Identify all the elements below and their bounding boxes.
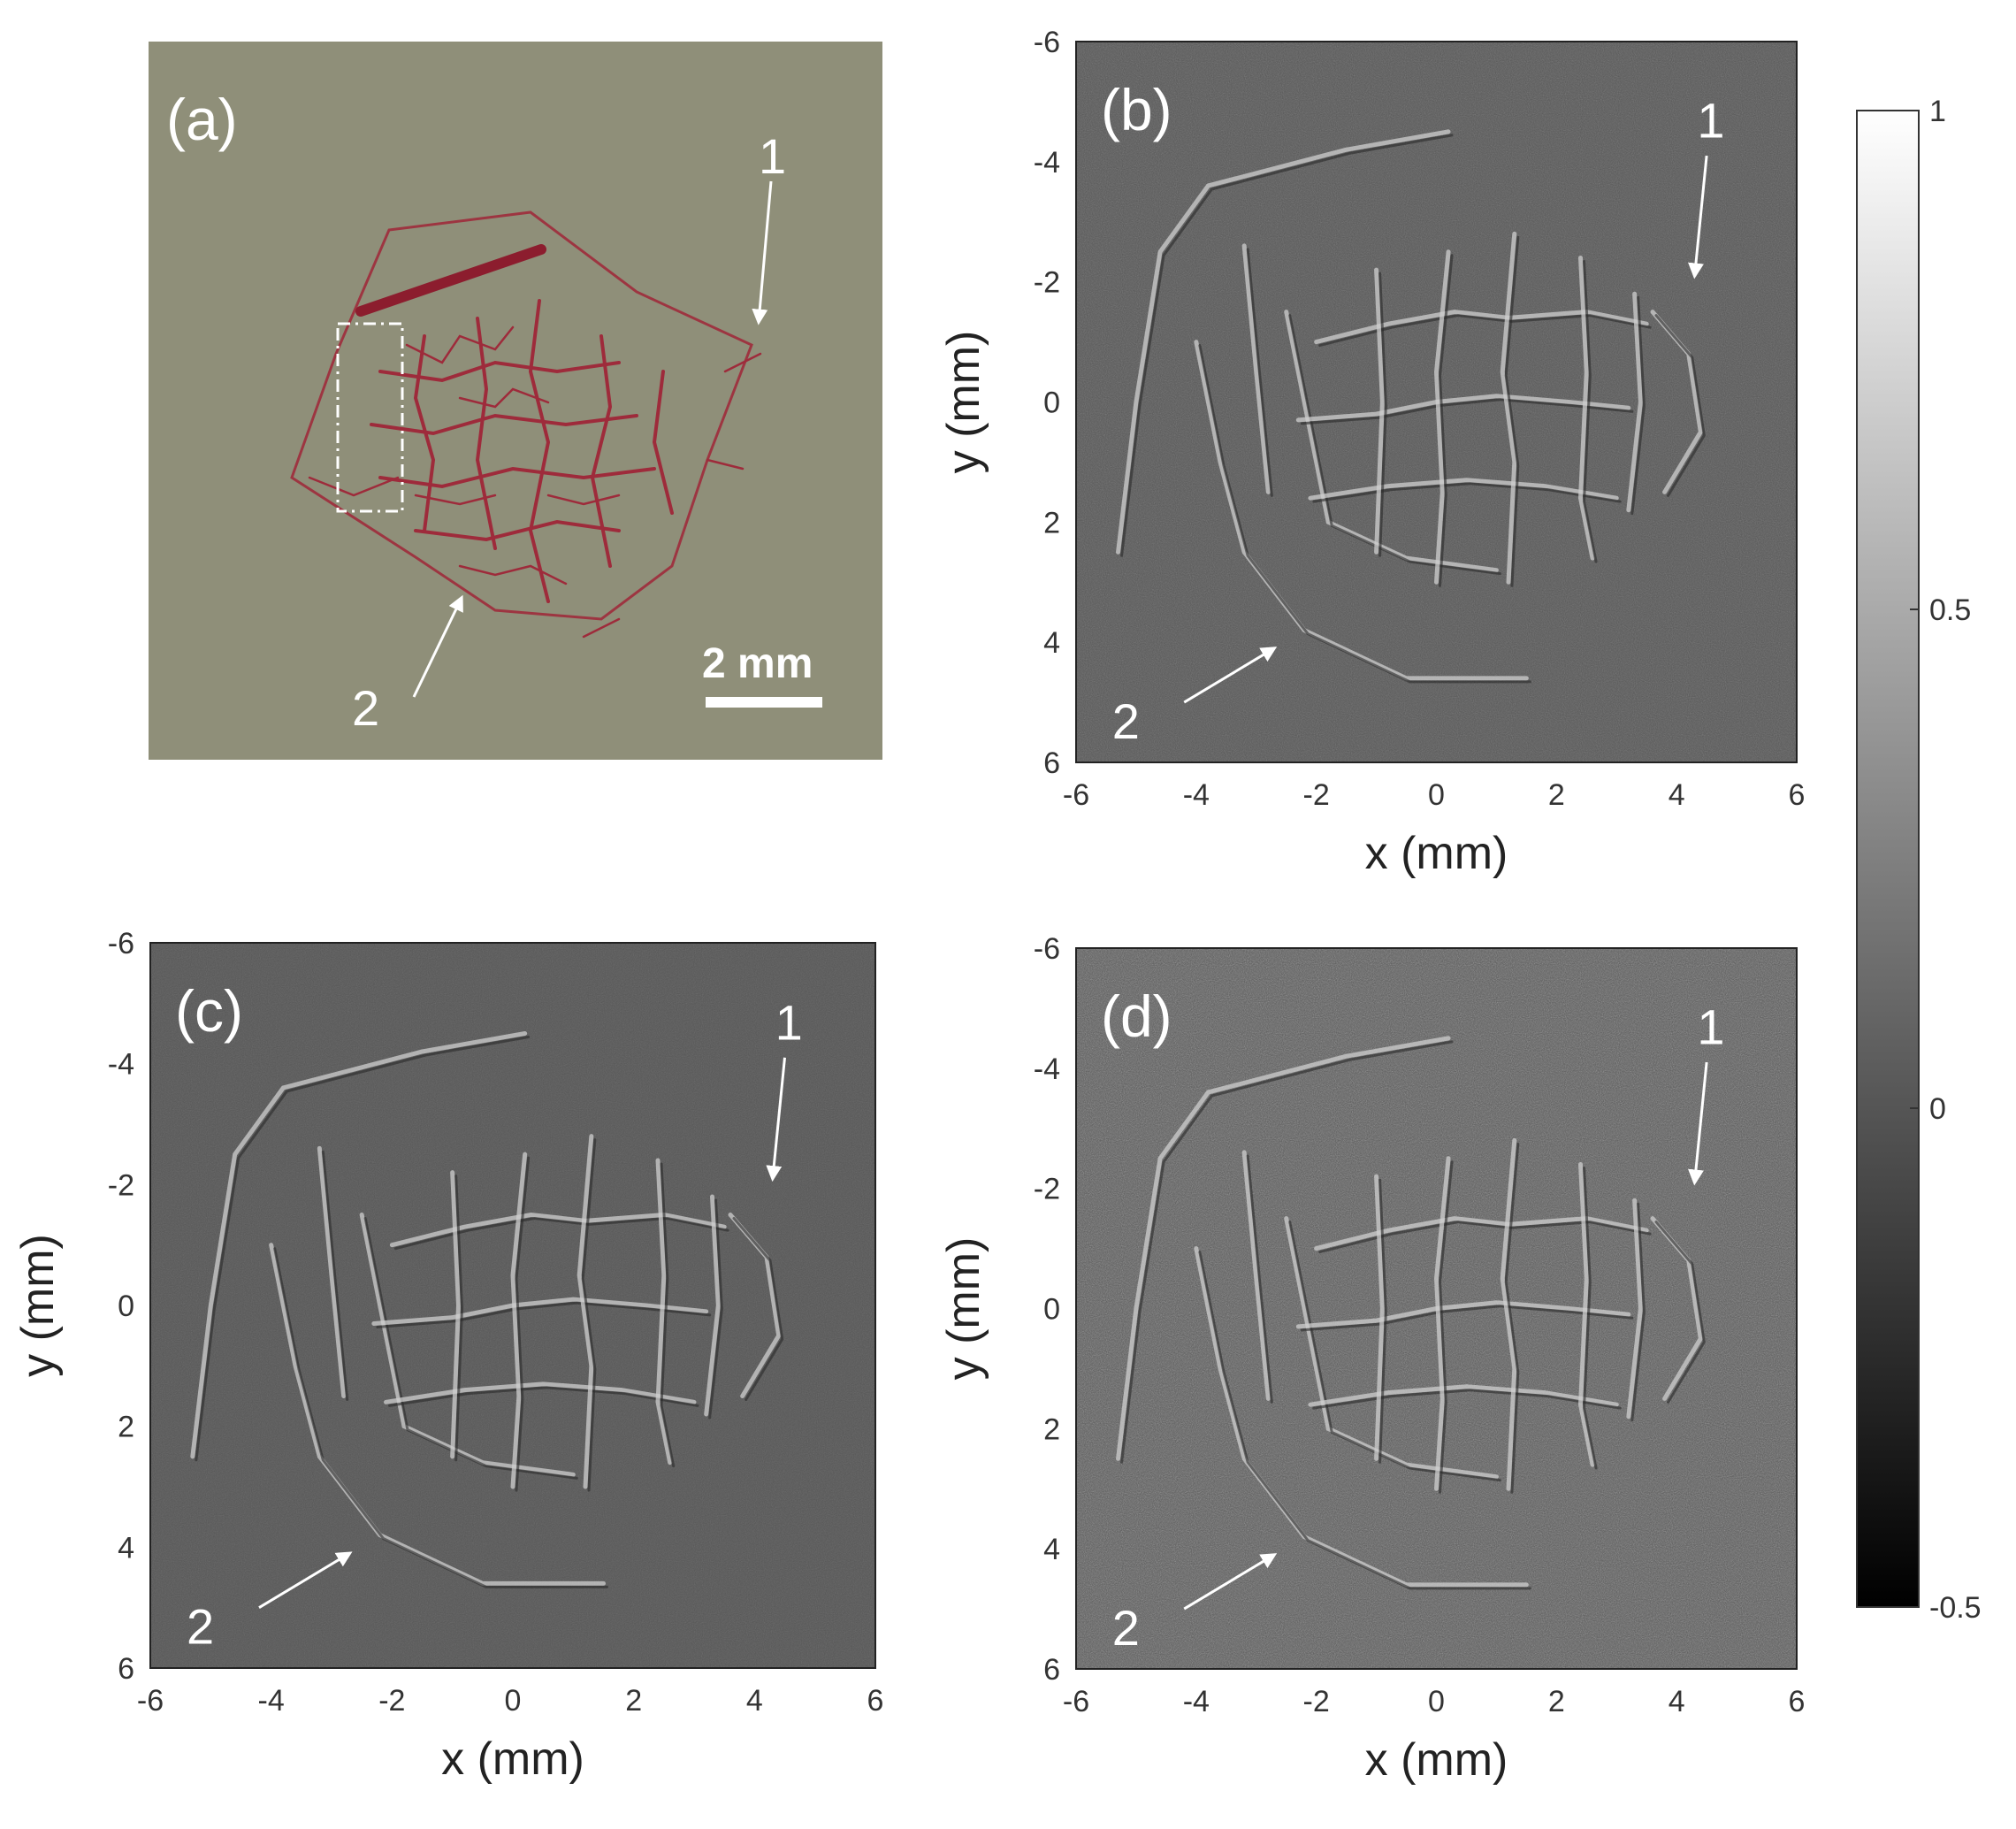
y-tick-label: -2 xyxy=(1034,266,1060,300)
x-tick-label: -4 xyxy=(1183,1685,1210,1718)
y-tick-label: 0 xyxy=(1043,1293,1060,1327)
x-tick-label: 6 xyxy=(1789,778,1806,812)
y-tick-label: -4 xyxy=(1034,1052,1060,1086)
panel-b-y-ticks: -6 -4 -2 0 2 4 6 xyxy=(1034,26,1060,780)
y-tick-label: 2 xyxy=(118,1411,134,1444)
x-tick-label: 2 xyxy=(625,1684,642,1718)
panel-c-arrow-1: 1 xyxy=(766,994,803,1182)
panel-a-arrow-2-label: 2 xyxy=(352,680,379,736)
colorbar-tick-label: 1 xyxy=(1929,95,1946,128)
panel-c-arrow-1-label: 1 xyxy=(775,994,803,1050)
x-tick-label: 6 xyxy=(867,1684,884,1718)
panel-c-network xyxy=(190,1031,784,1588)
panel-d-y-ticks: -6 -4 -2 0 2 4 6 xyxy=(1034,932,1060,1687)
colorbar: 1 0.5 0 -0.5 xyxy=(1856,95,1982,1625)
panel-d-x-ticks: -6 -4 -2 0 2 4 6 xyxy=(1063,1685,1806,1718)
y-tick-label: -2 xyxy=(108,1168,134,1202)
panel-a-arrow-1: 1 xyxy=(752,128,786,325)
x-tick-label: 0 xyxy=(1428,778,1445,812)
x-tick-label: -4 xyxy=(258,1684,285,1718)
x-tick-label: -6 xyxy=(1063,778,1089,812)
colorbar-tick-label: 0 xyxy=(1929,1092,1946,1126)
y-tick-label: 0 xyxy=(118,1289,134,1323)
panel-b-x-axis-label: x (mm) xyxy=(1365,828,1508,879)
panel-c-y-ticks: -6 -4 -2 0 2 4 6 xyxy=(108,927,134,1686)
panel-d-arrow-1-label: 1 xyxy=(1697,999,1724,1055)
panel-c-x-ticks: -6 -4 -2 0 2 4 6 xyxy=(137,1684,884,1718)
panel-c-y-axis-label: y (mm) xyxy=(12,1234,64,1377)
y-tick-label: 2 xyxy=(1043,1412,1060,1446)
panel-d-y-axis-label: y (mm) xyxy=(938,1237,989,1381)
panel-b-arrow-1-label: 1 xyxy=(1697,93,1724,149)
x-tick-label: -2 xyxy=(1303,778,1330,812)
y-tick-label: 2 xyxy=(1043,506,1060,540)
x-tick-label: -6 xyxy=(1063,1685,1089,1718)
panel-b-arrow-2-label: 2 xyxy=(1112,693,1140,749)
y-tick-label: 6 xyxy=(1043,746,1060,780)
y-tick-label: -6 xyxy=(1034,26,1060,59)
y-tick-label: 0 xyxy=(1043,386,1060,420)
panel-b-x-ticks: -6 -4 -2 0 2 4 6 xyxy=(1063,778,1806,812)
y-tick-label: -4 xyxy=(1034,146,1060,180)
leaf-skeleton xyxy=(290,210,762,639)
colorbar-tick-label: -0.5 xyxy=(1929,1591,1982,1625)
panel-a-label: (a) xyxy=(166,87,238,152)
panel-d-arrow-2: 2 xyxy=(1112,1553,1278,1656)
y-tick-label: 6 xyxy=(118,1652,134,1686)
x-tick-label: -2 xyxy=(1303,1685,1330,1718)
x-tick-label: -2 xyxy=(378,1684,405,1718)
y-tick-label: 6 xyxy=(1043,1653,1060,1687)
x-tick-label: 6 xyxy=(1789,1685,1806,1718)
panel-b-frame xyxy=(1075,41,1798,763)
y-tick-label: 4 xyxy=(1043,1533,1060,1566)
x-tick-label: 4 xyxy=(746,1684,763,1718)
y-tick-label: 4 xyxy=(118,1531,134,1565)
panel-d-arrow-2-label: 2 xyxy=(1112,1600,1140,1656)
panel-c-arrow-2-label: 2 xyxy=(187,1599,214,1655)
x-tick-label: 0 xyxy=(1428,1685,1445,1718)
x-tick-label: 4 xyxy=(1669,1685,1685,1718)
panel-a: (a) 1 2 2 mm xyxy=(149,42,882,760)
y-tick-label: 4 xyxy=(1043,626,1060,660)
panel-b-arrow-2: 2 xyxy=(1112,647,1278,749)
panel-d-network xyxy=(1116,1036,1706,1590)
x-tick-label: 4 xyxy=(1669,778,1685,812)
panel-a-arrow-2: 2 xyxy=(352,594,463,736)
scale-bar-label: 2 mm xyxy=(702,640,813,687)
scale-bar: 2 mm xyxy=(702,640,822,708)
panel-b-network xyxy=(1116,129,1706,684)
scale-bar-line xyxy=(706,697,822,708)
panel-c-arrow-2: 2 xyxy=(187,1551,353,1655)
panel-a-photo xyxy=(149,42,882,760)
y-tick-label: -2 xyxy=(1034,1173,1060,1206)
panel-a-arrow-1-label: 1 xyxy=(759,128,786,184)
colorbar-ticks: 1 0.5 0 -0.5 xyxy=(1910,95,1982,1625)
selection-box xyxy=(336,322,404,513)
panel-d-label: (d) xyxy=(1101,983,1172,1049)
y-tick-label: -6 xyxy=(1034,932,1060,966)
y-tick-label: -4 xyxy=(108,1048,134,1082)
x-tick-label: 2 xyxy=(1548,778,1565,812)
panel-b-label: (b) xyxy=(1101,77,1172,142)
x-tick-label: -6 xyxy=(137,1684,164,1718)
x-tick-label: -4 xyxy=(1183,778,1210,812)
colorbar-gradient xyxy=(1856,110,1920,1608)
panel-d-x-axis-label: x (mm) xyxy=(1365,1734,1508,1786)
panel-c-frame xyxy=(149,942,876,1669)
colorbar-tick-label: 0.5 xyxy=(1929,593,1971,627)
panel-c-label: (c) xyxy=(175,978,243,1044)
y-tick-label: -6 xyxy=(108,927,134,960)
panel-b-arrow-1: 1 xyxy=(1688,93,1724,279)
panel-d-frame xyxy=(1075,947,1798,1670)
x-tick-label: 2 xyxy=(1548,1685,1565,1718)
panel-d-arrow-1: 1 xyxy=(1688,999,1724,1186)
x-tick-label: 0 xyxy=(505,1684,522,1718)
panel-b-y-axis-label: y (mm) xyxy=(938,331,989,474)
panel-c-x-axis-label: x (mm) xyxy=(441,1733,584,1785)
